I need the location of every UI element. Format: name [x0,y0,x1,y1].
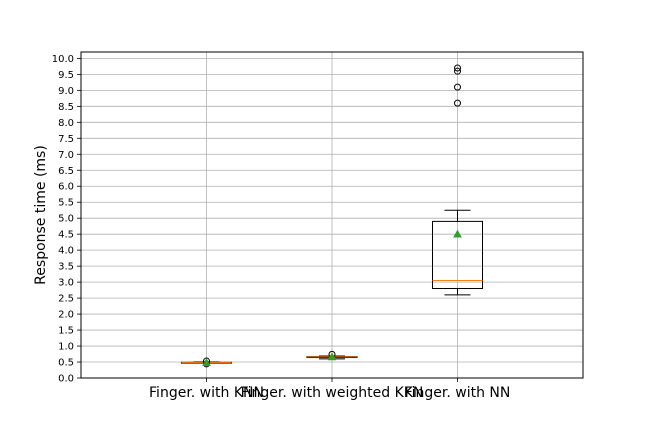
y-tick-label: 4.5 [58,230,74,241]
y-tick-label: 7.5 [58,134,74,145]
y-tick-label: 0.0 [58,374,74,385]
y-tick-label: 8.0 [58,118,74,129]
y-tick-label: 6.5 [58,166,74,177]
y-tick-label: 3.5 [58,262,74,273]
outlier-point [454,99,461,107]
y-tick-label: 0.5 [58,358,74,369]
y-tick-label: 4.0 [58,246,74,257]
y-tick-label: 1.0 [58,342,74,353]
category-label: Finger. with NN [405,385,511,401]
mean-marker [327,352,337,361]
mean-marker [202,358,211,366]
y-tick-label: 10.0 [52,54,74,65]
y-tick-label: 1.5 [58,326,74,337]
outlier-point [454,64,461,72]
category-label: Finger. with KNN [149,385,264,401]
box [432,220,483,290]
y-tick-label: 2.0 [58,310,74,321]
y-tick-label: 7.0 [58,150,74,161]
y-tick-label: 9.0 [58,86,74,97]
outlier-point [454,67,461,75]
y-tick-label: 9.5 [58,70,74,81]
y-tick-label: 6.0 [58,182,74,193]
y-tick-label: 5.0 [58,214,74,225]
y-tick-label: 5.5 [58,198,74,209]
category-label: Finger. with weighted KKN [241,385,424,401]
y-axis-label: Response time (ms) [33,145,49,285]
y-tick-label: 3.0 [58,278,74,289]
y-tick-label: 2.5 [58,294,74,305]
plot-frame [80,51,584,379]
outlier-point [454,83,461,91]
mean-marker [453,229,462,238]
y-tick-label: 8.5 [58,102,74,113]
